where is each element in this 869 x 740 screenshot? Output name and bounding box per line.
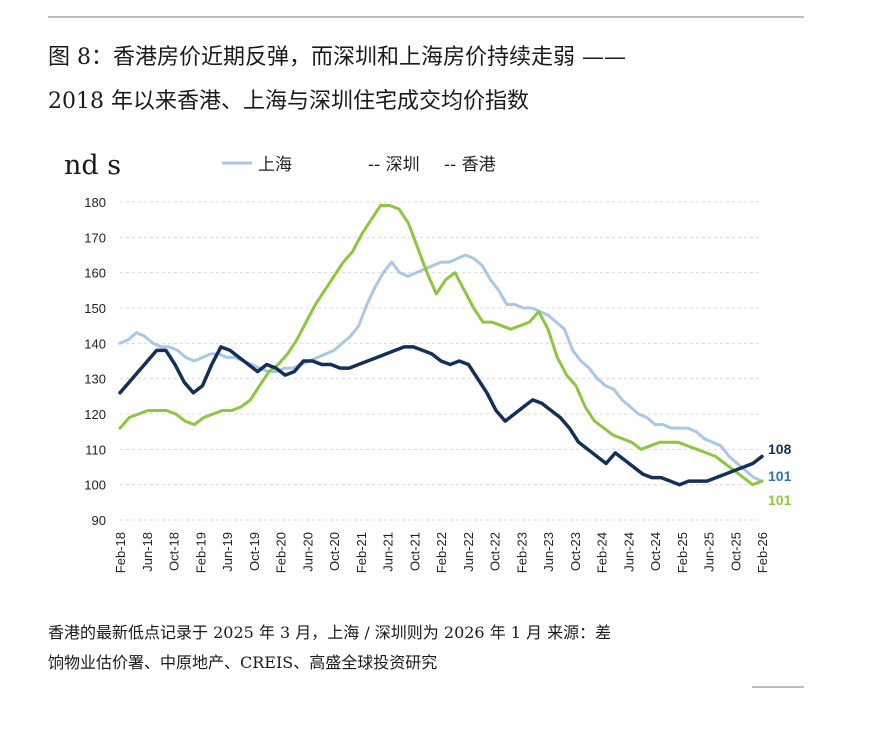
x-tick-Oct-18: Oct-18 xyxy=(167,532,182,571)
x-tick-Oct-23: Oct-23 xyxy=(568,532,583,571)
x-tick-Oct-24: Oct-24 xyxy=(648,532,663,571)
x-tick-Oct-22: Oct-22 xyxy=(488,532,503,571)
x-tick-Jun-23: Jun-23 xyxy=(541,532,556,572)
series-line-shenzhen xyxy=(118,204,764,487)
end-label-hongkong: 108 xyxy=(768,441,792,457)
y-tick-100: 100 xyxy=(84,478,106,493)
y-tick-90: 90 xyxy=(92,513,106,528)
y-tick-160: 160 xyxy=(84,266,106,281)
series-line-shanghai xyxy=(118,253,764,483)
x-tick-Jun-25: Jun-25 xyxy=(702,532,717,572)
x-tick-Jun-24: Jun-24 xyxy=(621,532,636,572)
x-tick-Jun-22: Jun-22 xyxy=(461,532,476,572)
end-labels: 108 101 101 xyxy=(768,441,792,508)
figure-title-line1: 图 8：香港房价近期反弹，而深圳和上海房价持续走弱 —— xyxy=(48,45,626,70)
y-tick-170: 170 xyxy=(84,230,106,245)
x-tick-Feb-21: Feb-21 xyxy=(354,532,369,573)
end-label-shanghai: 101 xyxy=(768,468,792,484)
x-tick-Feb-18: Feb-18 xyxy=(113,532,128,573)
x-tick-Jun-21: Jun-21 xyxy=(381,532,396,572)
legend: 上海 -- 深圳 -- 香港 xyxy=(222,155,496,175)
source-note-line1: 香港的最新低点记录于 2025 年 3 月，上海 / 深圳则为 2026 年 1… xyxy=(48,623,612,642)
y-tick-150: 150 xyxy=(84,301,106,316)
series-lines xyxy=(118,204,764,487)
y-tick-180: 180 xyxy=(84,195,106,210)
y-axis-ticks: 90 100 110 120 130 140 150 160 170 180 xyxy=(84,195,106,528)
x-tick-Oct-21: Oct-21 xyxy=(407,532,422,571)
figure-title: 图 8：香港房价近期反弹，而深圳和上海房价持续走弱 —— 2018 年以来香港、… xyxy=(48,36,838,124)
gridlines xyxy=(120,201,762,521)
y-tick-110: 110 xyxy=(85,442,106,457)
x-tick-Jun-20: Jun-20 xyxy=(300,532,315,572)
x-tick-Feb-20: Feb-20 xyxy=(274,532,289,573)
x-tick-Jun-19: Jun-19 xyxy=(220,532,235,572)
x-tick-Oct-25: Oct-25 xyxy=(728,532,743,571)
legend-label-hongkong: -- 香港 xyxy=(444,155,496,175)
end-label-shenzhen: 101 xyxy=(768,492,792,508)
x-tick-Feb-25: Feb-25 xyxy=(675,532,690,573)
series-line-hongkong xyxy=(118,345,764,487)
x-tick-Oct-20: Oct-20 xyxy=(327,532,342,571)
x-tick-Oct-19: Oct-19 xyxy=(247,532,262,571)
legend-label-shanghai: 上海 xyxy=(258,155,292,175)
x-tick-Feb-26: Feb-26 xyxy=(755,532,770,573)
source-note: 香港的最新低点记录于 2025 年 3 月，上海 / 深圳则为 2026 年 1… xyxy=(48,618,818,678)
y-tick-120: 120 xyxy=(84,407,106,422)
x-tick-Feb-22: Feb-22 xyxy=(434,532,449,573)
x-tick-Feb-19: Feb-19 xyxy=(193,532,208,573)
bottom-rule xyxy=(752,686,804,688)
legend-label-shenzhen: -- 深圳 xyxy=(368,155,420,175)
x-tick-Feb-24: Feb-24 xyxy=(595,532,610,573)
y-axis-unit-label: nd s xyxy=(64,150,122,181)
figure-title-line2: 2018 年以来香港、上海与深圳住宅成交均价指数 xyxy=(48,89,529,114)
x-axis-ticks: Feb-18 Jun-18 Oct-18 Feb-19 Jun-19 Oct-19 Feb-… xyxy=(113,532,770,573)
x-tick-Jun-18: Jun-18 xyxy=(140,532,155,572)
y-tick-140: 140 xyxy=(84,336,106,351)
source-note-line2: 饷物业估价署、中原地产、CREIS、高盛全球投资研究 xyxy=(48,653,438,672)
y-tick-130: 130 xyxy=(84,372,106,387)
top-rule xyxy=(48,16,804,18)
x-tick-Feb-23: Feb-23 xyxy=(514,532,529,573)
